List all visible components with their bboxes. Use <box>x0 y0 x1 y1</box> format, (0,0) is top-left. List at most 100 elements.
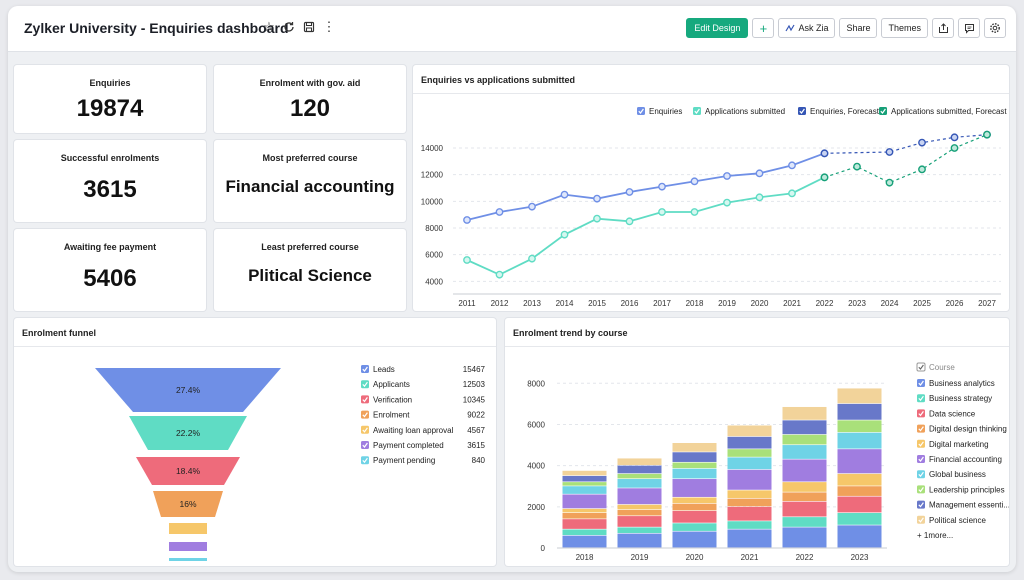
bar-segment <box>727 457 772 470</box>
legend-checkbox[interactable] <box>917 439 925 448</box>
bar-segment <box>672 510 717 523</box>
themes-button[interactable]: Themes <box>881 18 928 38</box>
check-icon <box>918 426 924 432</box>
series-line-3 <box>824 134 988 154</box>
bar-segment <box>782 501 827 517</box>
legend-checkbox[interactable] <box>361 410 369 419</box>
x-tick-label: 2020 <box>751 299 769 308</box>
legend-more-link[interactable]: + 1more... <box>917 531 953 540</box>
ask-zia-label: Ask Zia <box>798 23 829 33</box>
x-tick-label: 2023 <box>848 299 866 308</box>
funnel-chart: 27.4% 22.2% 18.4% 16% Leads 15467 Applicants 12… <box>95 365 486 561</box>
legend-swatch <box>917 470 925 479</box>
legend-label: Data science <box>929 409 976 418</box>
bar-segment <box>782 492 827 502</box>
legend-checkbox[interactable] <box>879 107 887 115</box>
bar-segment <box>837 432 882 449</box>
data-point <box>918 138 926 147</box>
y-tick-label: 4000 <box>527 462 545 471</box>
refresh-icon[interactable] <box>282 19 296 35</box>
series-line-4 <box>824 134 988 184</box>
data-point <box>723 198 731 207</box>
star-icon[interactable]: ☆ <box>263 19 275 34</box>
bar-segment <box>617 488 662 505</box>
ask-zia-button[interactable]: Ask Zia <box>778 18 836 38</box>
save-icon[interactable] <box>302 19 316 35</box>
y-tick-label: 12000 <box>421 171 444 180</box>
bar-segment <box>672 468 717 479</box>
legend-label: Enrolment <box>373 411 410 420</box>
legend-checkbox[interactable] <box>361 456 369 465</box>
bar-segment <box>617 509 662 516</box>
bar-segment <box>782 406 827 420</box>
bar-segment <box>672 479 717 497</box>
add-button[interactable]: + <box>752 18 775 38</box>
bar-segment <box>617 479 662 488</box>
x-tick-label: 2021 <box>783 299 801 308</box>
dashboard-title: Zylker University - Enquiries dashboard <box>24 20 289 36</box>
x-tick-label: 2027 <box>978 299 996 308</box>
legend-checkbox[interactable] <box>917 409 925 418</box>
x-tick-label: 2012 <box>491 299 509 308</box>
legend-checkbox[interactable] <box>917 424 925 433</box>
legend-swatch <box>361 425 369 434</box>
legend-checkbox[interactable] <box>917 455 925 463</box>
data-point <box>690 208 699 216</box>
edit-design-button[interactable]: Edit Design <box>686 18 749 38</box>
legend-checkbox[interactable] <box>917 379 925 387</box>
legend-checkbox[interactable] <box>917 394 925 403</box>
data-point <box>853 162 861 171</box>
x-tick-label: 2017 <box>653 299 671 308</box>
data-point <box>658 208 666 216</box>
legend-checkbox[interactable] <box>917 470 925 479</box>
share-button[interactable]: Share <box>839 18 878 38</box>
legend-checkbox[interactable] <box>637 107 645 115</box>
x-tick-label: 2019 <box>718 299 736 308</box>
legend-label: Digital marketing <box>929 440 989 449</box>
bar-segment <box>782 517 827 527</box>
y-tick-label: 6000 <box>425 251 443 260</box>
legend-checkbox[interactable] <box>361 425 369 434</box>
data-point <box>593 214 601 223</box>
legend-checkbox[interactable] <box>693 107 701 115</box>
legend-label: Business analytics <box>929 379 995 388</box>
legend-swatch <box>361 380 369 389</box>
check-icon <box>918 456 924 462</box>
bar-segment <box>782 459 827 482</box>
legend-swatch <box>917 455 925 463</box>
funnel-segment <box>95 368 281 412</box>
legend-checkbox[interactable] <box>917 500 925 509</box>
legend-label: Leads <box>373 365 395 374</box>
settings-button[interactable] <box>984 18 1006 38</box>
kpi-least-preferred-course: Least preferred course Plitical Science <box>214 229 406 311</box>
data-point <box>950 133 959 142</box>
bar-segment <box>727 469 772 490</box>
legend-checkbox[interactable] <box>361 365 369 373</box>
comments-button[interactable] <box>958 18 980 38</box>
bar-segment <box>617 527 662 533</box>
x-tick-label: 2026 <box>946 299 964 308</box>
kpi-successful-enrolments: Successful enrolments 3615 <box>14 140 206 222</box>
legend-checkbox[interactable] <box>361 395 369 404</box>
data-point <box>788 161 796 170</box>
legend-value: 15467 <box>463 365 486 374</box>
bar-segment <box>727 490 772 498</box>
legend-checkbox[interactable] <box>917 485 925 494</box>
more-options-icon[interactable]: ⋮ <box>322 19 336 34</box>
legend-checkbox[interactable] <box>798 107 806 115</box>
legend-checkbox[interactable] <box>361 380 369 389</box>
x-tick-label: 2018 <box>686 299 704 308</box>
x-tick-label: 2022 <box>796 553 814 562</box>
legend-label: Payment completed <box>373 441 444 450</box>
kpi-most-preferred-course: Most preferred course Financial accounti… <box>214 140 406 222</box>
data-point <box>658 182 666 191</box>
bar-segment <box>617 533 662 548</box>
data-point <box>723 172 731 180</box>
legend-checkbox[interactable] <box>917 515 925 524</box>
x-tick-label: 2015 <box>588 299 606 308</box>
export-button[interactable] <box>932 18 954 38</box>
data-point <box>885 178 894 187</box>
bar-segment <box>837 525 882 548</box>
legend-checkbox[interactable] <box>361 441 369 449</box>
legend-value: 840 <box>472 456 486 465</box>
